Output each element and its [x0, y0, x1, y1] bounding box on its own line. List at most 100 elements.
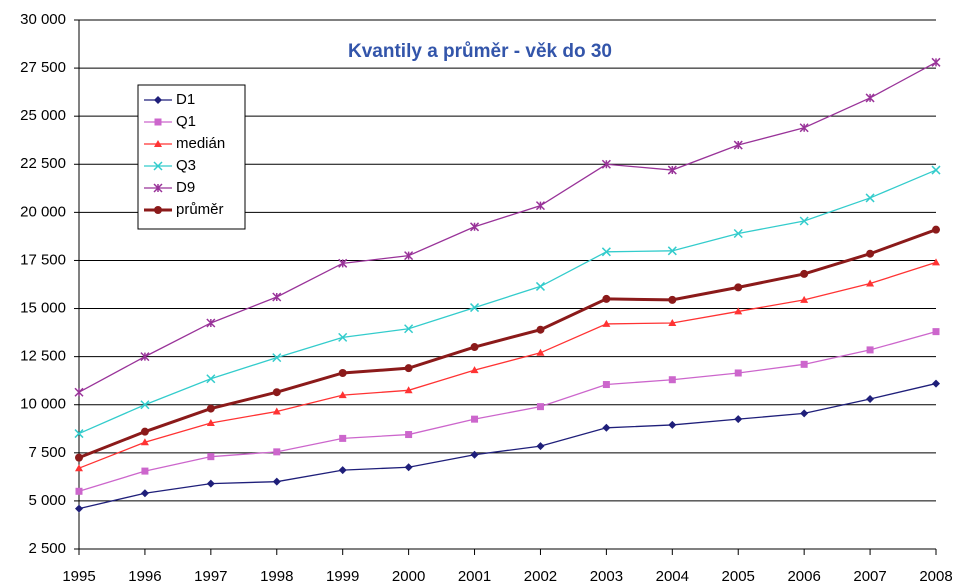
marker	[866, 346, 874, 354]
marker	[272, 407, 281, 415]
legend-label: Q3	[176, 157, 196, 174]
marker	[74, 387, 84, 397]
y-tick-label: 27 500	[20, 59, 66, 76]
marker	[154, 96, 162, 104]
marker	[207, 453, 215, 461]
marker	[601, 159, 611, 169]
marker	[865, 193, 875, 203]
legend-box	[137, 84, 246, 230]
x-tick-label: 2006	[787, 568, 820, 585]
marker	[734, 369, 742, 377]
marker	[733, 140, 743, 150]
marker	[800, 295, 809, 303]
marker	[536, 442, 545, 451]
marker	[470, 450, 479, 459]
x-tick-label: 2002	[524, 568, 557, 585]
x-tick-label: 1997	[194, 568, 227, 585]
marker	[668, 318, 677, 326]
series-line	[78, 228, 937, 460]
x-tick-label: 2003	[590, 568, 623, 585]
marker	[338, 391, 347, 399]
marker	[800, 409, 809, 418]
marker	[206, 479, 215, 488]
legend-label: medián	[176, 135, 225, 152]
y-tick-label: 2 500	[28, 540, 66, 557]
marker	[75, 453, 83, 462]
marker	[339, 434, 347, 442]
marker	[866, 394, 875, 403]
y-tick-label: 10 000	[20, 396, 66, 413]
marker	[206, 318, 216, 328]
marker	[206, 374, 216, 384]
y-tick-label: 22 500	[20, 155, 66, 172]
y-tick-label: 5 000	[28, 492, 66, 509]
marker	[338, 368, 347, 377]
marker	[733, 228, 743, 239]
marker	[470, 343, 479, 352]
legend-label: D9	[176, 179, 195, 196]
marker	[667, 246, 677, 256]
marker	[140, 438, 149, 446]
marker	[272, 353, 282, 363]
marker	[404, 251, 414, 261]
marker	[601, 247, 611, 257]
marker	[470, 366, 479, 374]
y-tick-label: 20 000	[20, 203, 66, 220]
marker	[272, 388, 281, 397]
marker	[668, 376, 676, 384]
marker	[866, 249, 875, 258]
series-line	[78, 331, 937, 492]
marker	[338, 332, 348, 342]
marker	[470, 222, 480, 232]
y-tick-label: 7 500	[28, 444, 66, 461]
marker	[272, 477, 281, 486]
y-tick-label: 15 000	[20, 300, 66, 317]
x-tick-label: 1999	[326, 568, 359, 585]
marker	[932, 328, 940, 336]
marker	[535, 201, 545, 211]
marker	[734, 415, 743, 424]
marker	[602, 423, 611, 432]
marker	[154, 206, 162, 214]
marker	[75, 487, 83, 495]
marker	[273, 448, 281, 456]
y-tick-label: 25 000	[20, 107, 66, 124]
x-tick-label: 2005	[722, 568, 755, 585]
marker	[800, 269, 809, 278]
legend-label: Q1	[176, 113, 196, 130]
marker	[734, 283, 743, 292]
marker	[471, 415, 479, 423]
marker	[405, 431, 413, 439]
marker	[154, 140, 162, 147]
x-tick-label: 2008	[919, 568, 952, 585]
marker	[75, 504, 83, 513]
x-tick-label: 2004	[656, 568, 689, 585]
marker	[206, 404, 215, 413]
marker	[141, 467, 149, 475]
marker	[667, 165, 677, 175]
marker	[206, 419, 215, 427]
marker	[602, 381, 610, 389]
marker	[140, 400, 150, 410]
chart-title: Kvantily a průměr - věk do 30	[348, 41, 612, 62]
y-tick-label: 17 500	[20, 251, 66, 268]
marker	[932, 258, 940, 266]
x-tick-label: 2001	[458, 568, 491, 585]
marker	[470, 303, 480, 313]
marker	[536, 348, 545, 356]
marker	[404, 386, 413, 394]
x-tick-label: 2007	[853, 568, 886, 585]
marker	[154, 118, 162, 126]
marker	[931, 165, 941, 175]
marker	[865, 93, 875, 103]
legend-label: průměr	[176, 201, 224, 218]
marker	[338, 466, 347, 475]
marker	[404, 324, 414, 334]
marker	[668, 295, 677, 304]
marker	[140, 427, 149, 436]
x-tick-label: 1995	[62, 568, 95, 585]
x-tick-label: 1996	[128, 568, 161, 585]
legend-label: D1	[176, 91, 195, 108]
marker	[931, 57, 941, 67]
